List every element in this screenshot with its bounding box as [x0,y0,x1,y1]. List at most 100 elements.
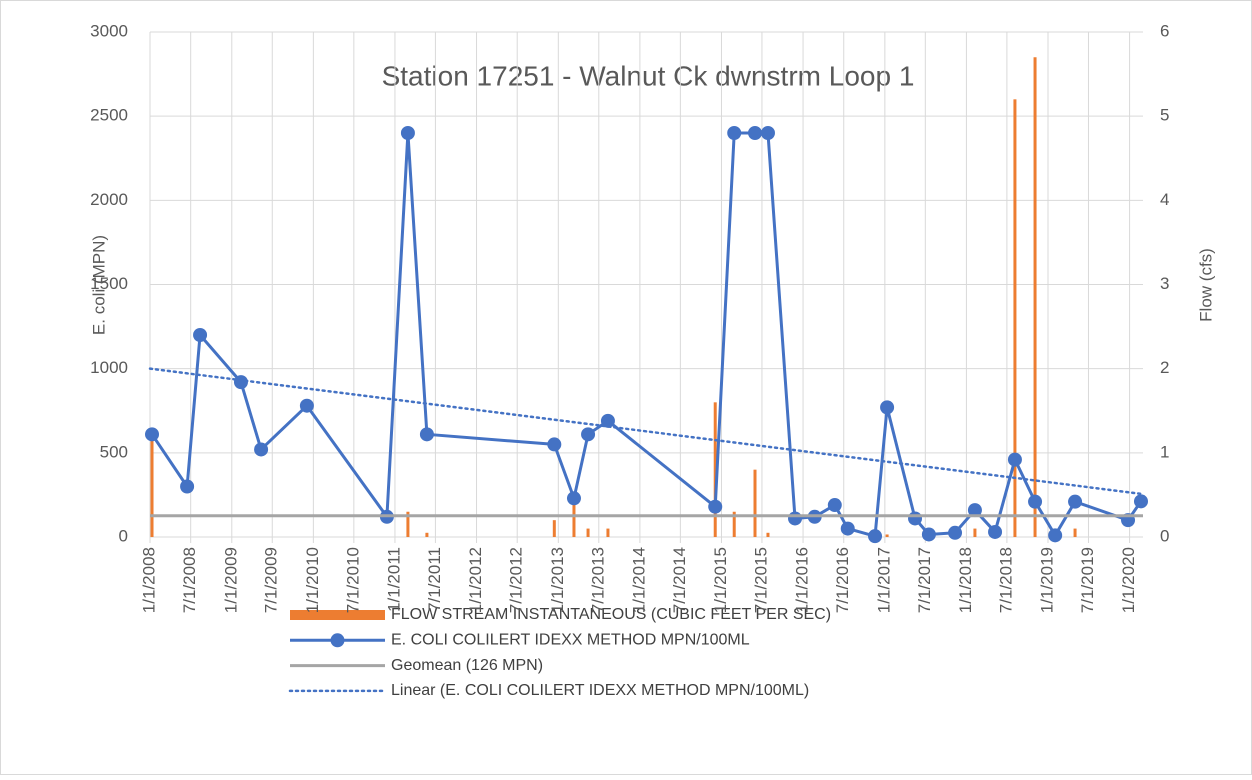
bar [425,532,429,537]
legend-label: E. COLI COLILERT IDEXX METHOD MPN/100ML [391,632,750,649]
y-tick-label: 1000 [90,358,128,377]
legend-label: FLOW STREAM INSTANTANEOUS (CUBIC FEET PE… [391,606,831,623]
x-tick-label: 1/1/2018 [956,547,975,613]
bar [766,532,770,537]
marker [400,126,415,140]
bar [885,534,889,537]
bar [732,511,736,537]
y2-tick-label: 2 [1160,358,1169,377]
marker [880,400,895,415]
legend-label: Geomean (126 MPN) [391,657,543,674]
marker [908,511,923,526]
x-tick-label: 7/1/2018 [996,547,1015,613]
marker [921,527,936,542]
marker [748,126,763,140]
bar [1033,57,1037,537]
x-tick-label: 7/1/2009 [262,547,281,613]
marker [727,126,742,140]
marker [840,521,855,536]
bar [586,528,590,537]
legend-label: Linear (E. COLI COLILERT IDEXX METHOD MP… [391,682,809,699]
x-tick-label: 1/1/2011 [384,547,403,612]
bar [1073,528,1077,537]
y-tick-label: 500 [100,442,128,461]
y2-axis-label: Flow (cfs) [1196,248,1215,322]
marker [547,437,562,452]
y-tick-label: 2000 [90,190,128,209]
y-tick-label: 1500 [90,274,128,293]
marker [788,511,803,526]
bar [973,528,977,537]
y2-tick-label: 3 [1160,274,1169,293]
legend-marker [330,633,345,648]
x-tick-label: 7/1/2010 [343,547,362,613]
x-tick-label: 7/1/2015 [751,547,770,613]
bar [753,469,757,537]
x-tick-label: 7/1/2019 [1078,547,1097,613]
marker [254,442,269,457]
y-tick-label: 3000 [90,21,128,40]
x-tick-label: 1/1/2014 [629,547,648,613]
y2-tick-label: 1 [1160,442,1169,461]
marker [600,413,615,428]
x-tick-label: 1/1/2020 [1119,547,1138,613]
bar [150,436,154,537]
x-tick-label: 1/1/2013 [548,547,567,613]
x-tick-label: 7/1/2012 [507,547,526,613]
bar [606,528,610,537]
x-tick-label: 1/1/2010 [303,547,322,613]
x-tick-label: 7/1/2013 [588,547,607,613]
bar [572,503,576,537]
x-tick-label: 7/1/2011 [425,547,444,612]
marker [967,503,982,518]
marker [1007,452,1022,467]
marker [180,479,195,494]
y-axis-label: E. coli (MPN) [89,235,108,335]
marker [1068,494,1083,509]
bar [713,402,717,537]
x-tick-label: 7/1/2017 [915,547,934,613]
marker [948,525,963,540]
marker [145,427,160,442]
y2-tick-label: 6 [1160,21,1169,40]
marker [827,498,842,513]
marker [193,328,208,342]
x-tick-label: 1/1/2016 [793,547,812,613]
legend-swatch [290,610,385,620]
x-tick-label: 7/1/2016 [833,547,852,613]
x-tick-label: 1/1/2019 [1037,547,1056,613]
bar [406,511,410,537]
marker [988,524,1003,539]
trend-line [148,367,1145,496]
marker [760,126,775,140]
x-tick-label: 1/1/2009 [221,547,240,613]
y2-tick-label: 0 [1160,526,1169,545]
marker [1028,494,1043,509]
marker [868,529,883,544]
marker [419,427,434,442]
line [150,131,1143,538]
bar [552,520,556,537]
marker [708,499,723,514]
marker [581,427,596,442]
x-tick-label: 1/1/2012 [466,547,485,613]
marker [233,375,248,390]
marker [1133,494,1148,509]
x-tick-label: 1/1/2008 [139,547,158,613]
marker [299,398,314,413]
y-tick-label: 0 [119,526,128,545]
marker [1048,528,1063,543]
y2-tick-label: 4 [1160,190,1169,209]
y-tick-label: 2500 [90,106,128,125]
legend: FLOW STREAM INSTANTANEOUS (CUBIC FEET PE… [288,606,831,699]
x-tick-label: 7/1/2008 [180,547,199,613]
x-tick-label: 7/1/2014 [670,547,689,613]
bar [1013,99,1017,537]
chart-title: Station 17251 - Walnut Ck dwnstrm Loop 1 [382,60,915,91]
marker [566,491,581,506]
x-tick-label: 1/1/2015 [711,547,730,613]
x-tick-label: 1/1/2017 [874,547,893,613]
y2-tick-label: 5 [1160,106,1169,125]
